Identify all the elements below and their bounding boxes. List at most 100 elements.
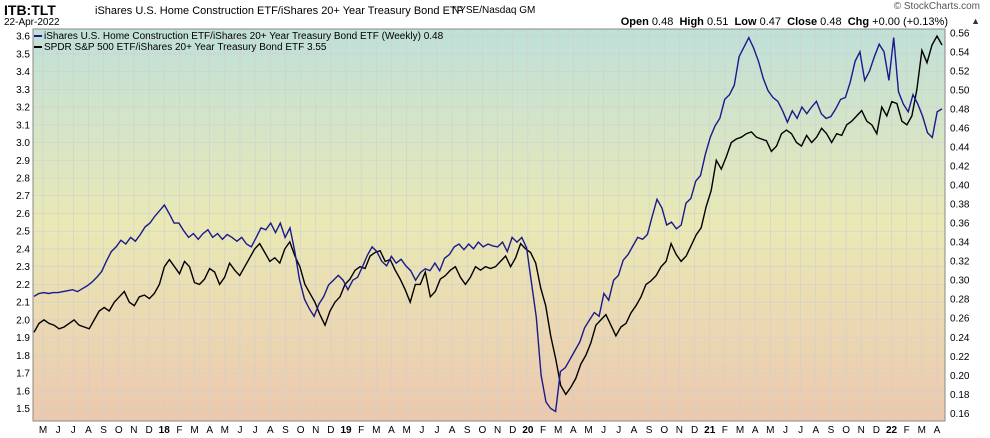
right-tick-label: 0.26 bbox=[950, 314, 970, 325]
left-tick-label: 1.6 bbox=[16, 386, 30, 397]
x-tick-label: F bbox=[722, 425, 728, 436]
right-tick-label: 0.16 bbox=[950, 409, 970, 420]
right-tick-label: 0.46 bbox=[950, 123, 970, 134]
x-tick-label: D bbox=[691, 425, 698, 436]
left-tick-label: 3.3 bbox=[16, 85, 30, 96]
left-tick-label: 2.8 bbox=[16, 173, 30, 184]
x-tick-label: 22 bbox=[886, 425, 898, 436]
x-tick-label: J bbox=[783, 425, 788, 436]
x-tick-label: 21 bbox=[704, 425, 716, 436]
left-tick-label: 1.5 bbox=[16, 404, 30, 415]
x-tick-label: 19 bbox=[340, 425, 352, 436]
x-tick-label: N bbox=[494, 425, 501, 436]
x-tick-label: D bbox=[873, 425, 880, 436]
right-tick-label: 0.50 bbox=[950, 85, 970, 96]
x-tick-label: M bbox=[402, 425, 410, 436]
left-tick-label: 2.2 bbox=[16, 280, 30, 291]
left-tick-label: 3.1 bbox=[16, 120, 30, 131]
x-tick-label: M bbox=[736, 425, 744, 436]
x-tick-label: M bbox=[918, 425, 926, 436]
legend-swatch-spy-tlt bbox=[34, 46, 42, 49]
chart-description: iShares U.S. Home Construction ETF/iShar… bbox=[95, 5, 464, 17]
x-tick-label: O bbox=[297, 425, 305, 436]
legend-label-spy-tlt: SPDR S&P 500 ETF/iShares 20+ Year Treasu… bbox=[44, 42, 327, 53]
left-tick-label: 3.2 bbox=[16, 103, 30, 114]
right-tick-label: 0.20 bbox=[950, 371, 970, 382]
right-axis: 0.16 0.18 0.20 0.22 0.24 0.26 0.28 0.30 0.32 0.34… bbox=[950, 28, 970, 420]
x-tick-label: O bbox=[115, 425, 123, 436]
x-tick-label: M bbox=[766, 425, 774, 436]
legend-item-itb-tlt: iShares U.S. Home Construction ETF/iShar… bbox=[34, 31, 443, 42]
legend-swatch-itb-tlt bbox=[34, 35, 42, 38]
x-tick-label: M bbox=[221, 425, 229, 436]
plot-background bbox=[33, 29, 945, 421]
left-tick-label: 3.0 bbox=[16, 138, 30, 149]
x-tick-label: J bbox=[237, 425, 242, 436]
left-tick-label: 1.8 bbox=[16, 351, 30, 362]
left-tick-label: 2.0 bbox=[16, 315, 30, 326]
x-tick-label: O bbox=[660, 425, 668, 436]
right-tick-label: 0.54 bbox=[950, 47, 970, 58]
x-tick-label: S bbox=[282, 425, 289, 436]
x-tick-label: O bbox=[842, 425, 850, 436]
legend-label-itb-tlt: iShares U.S. Home Construction ETF/iShar… bbox=[44, 31, 444, 42]
close-value: 0.48 bbox=[820, 16, 842, 28]
exchange-label: NYSE/Nasdaq GM bbox=[452, 5, 536, 16]
x-tick-label: A bbox=[812, 425, 819, 436]
right-tick-label: 0.44 bbox=[950, 142, 970, 153]
x-tick-label: O bbox=[479, 425, 487, 436]
x-tick-label: J bbox=[71, 425, 76, 436]
right-tick-label: 0.42 bbox=[950, 162, 970, 173]
right-tick-label: 0.34 bbox=[950, 238, 970, 249]
left-tick-label: 3.5 bbox=[16, 49, 30, 60]
x-tick-label: 18 bbox=[159, 425, 171, 436]
x-tick-label: N bbox=[676, 425, 683, 436]
x-tick-label: F bbox=[540, 425, 546, 436]
right-tick-label: 0.28 bbox=[950, 295, 970, 306]
x-tick-label: A bbox=[267, 425, 274, 436]
legend-item-spy-tlt: SPDR S&P 500 ETF/iShares 20+ Year Treasu… bbox=[34, 42, 326, 53]
left-tick-label: 3.6 bbox=[16, 32, 30, 43]
x-tick-label: A bbox=[934, 425, 941, 436]
high-label: High bbox=[679, 16, 704, 28]
x-tick-label: J bbox=[798, 425, 803, 436]
x-tick-label: 20 bbox=[522, 425, 534, 436]
ohlc-readout: Open 0.48 High 0.51 Low 0.47 Close 0.48 … bbox=[621, 16, 948, 28]
right-tick-label: 0.48 bbox=[950, 104, 970, 115]
chg-label: Chg bbox=[847, 16, 870, 28]
left-tick-label: 1.7 bbox=[16, 369, 30, 380]
high-value: 0.51 bbox=[706, 16, 729, 28]
right-tick-label: 0.52 bbox=[950, 66, 970, 77]
open-label: Open bbox=[620, 16, 649, 28]
right-tick-label: 0.40 bbox=[950, 181, 970, 192]
right-tick-label: 0.32 bbox=[950, 257, 970, 268]
x-tick-label: N bbox=[312, 425, 319, 436]
x-tick-label: A bbox=[388, 425, 395, 436]
left-tick-label: 2.4 bbox=[16, 244, 30, 255]
low-value: 0.47 bbox=[759, 16, 781, 28]
right-tick-label: 0.30 bbox=[950, 276, 970, 287]
x-tick-label: S bbox=[646, 425, 653, 436]
left-tick-label: 1.9 bbox=[16, 333, 30, 344]
right-tick-label: 0.36 bbox=[950, 219, 970, 230]
x-tick-label: F bbox=[358, 425, 364, 436]
brand-watermark: © StockCharts.com bbox=[893, 1, 980, 12]
x-tick-label: J bbox=[616, 425, 621, 436]
left-tick-label: 2.9 bbox=[16, 156, 30, 167]
grid bbox=[33, 29, 945, 421]
x-tick-label: J bbox=[419, 425, 424, 436]
x-tick-label: S bbox=[464, 425, 471, 436]
x-tick-label: M bbox=[190, 425, 198, 436]
x-tick-label: A bbox=[752, 425, 759, 436]
right-tick-label: 0.56 bbox=[950, 28, 970, 39]
x-tick-label: A bbox=[206, 425, 213, 436]
x-tick-label: S bbox=[100, 425, 107, 436]
x-tick-label: A bbox=[449, 425, 456, 436]
x-tick-label: A bbox=[631, 425, 638, 436]
left-tick-label: 2.7 bbox=[16, 191, 30, 202]
x-tick-label: A bbox=[570, 425, 577, 436]
x-axis: M J J A S O N D 18 F M A M J J A S O N D 19 F M A M J J A S O N D 20 F M A M… bbox=[39, 425, 941, 436]
collapse-arrow-icon[interactable]: ▲ bbox=[971, 16, 980, 26]
left-tick-label: 2.6 bbox=[16, 209, 30, 220]
